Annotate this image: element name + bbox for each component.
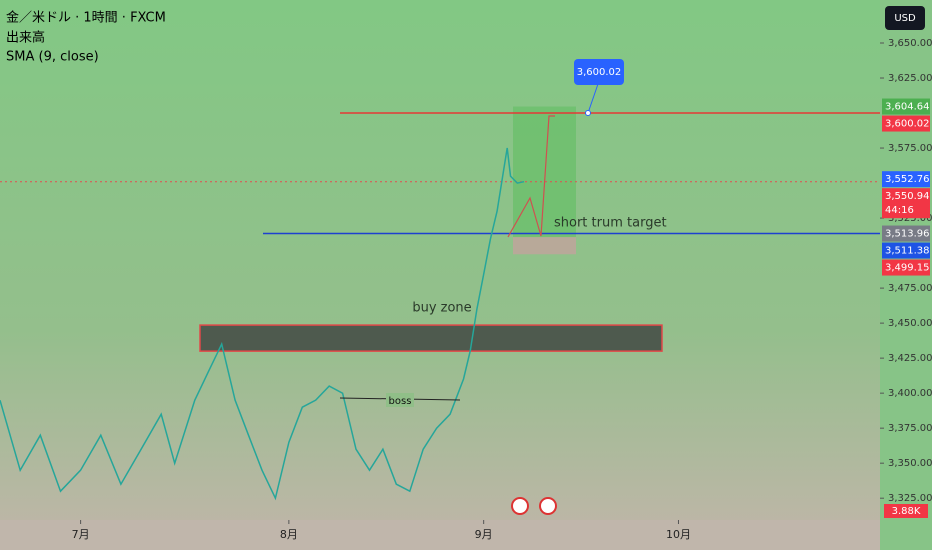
level-badge bbox=[882, 188, 930, 219]
y-tick-label: 3,625.00 bbox=[888, 73, 932, 84]
level-label: 3,550.94 bbox=[885, 191, 930, 202]
y-tick-label: 3,375.00 bbox=[888, 423, 932, 434]
level-badge bbox=[882, 171, 930, 188]
event-icon bbox=[511, 497, 529, 515]
level-label: 3,511.38 bbox=[885, 246, 930, 257]
boss-bg bbox=[386, 393, 414, 407]
level-badge bbox=[882, 225, 930, 242]
x-tick-label: 7月 bbox=[72, 528, 90, 541]
level-label: 3,513.96 bbox=[885, 229, 930, 240]
price-line bbox=[0, 147, 525, 501]
buy-zone-box bbox=[199, 324, 663, 352]
level-badge bbox=[882, 98, 930, 115]
event-icon bbox=[539, 497, 557, 515]
volume-label: 3.88K bbox=[892, 506, 921, 517]
x-tick-label: 8月 bbox=[280, 528, 298, 541]
annotation: short trum target bbox=[554, 216, 667, 231]
y-tick-label: 3,325.00 bbox=[888, 493, 932, 504]
callout-box bbox=[574, 59, 624, 85]
header-sma: SMA (9, close) bbox=[6, 50, 99, 65]
time-axis bbox=[0, 520, 880, 550]
y-tick-label: 3,350.00 bbox=[888, 458, 932, 469]
y-tick-label: 3,525.00 bbox=[888, 213, 932, 224]
currency-button[interactable] bbox=[885, 6, 925, 30]
header-symbol: 金／米ドル · 1時間 · FXCM bbox=[6, 10, 166, 26]
y-tick-label: 3,450.00 bbox=[888, 318, 932, 329]
level-label: 3,604.64 bbox=[885, 102, 930, 113]
y-tick-label: 3,425.00 bbox=[888, 353, 932, 364]
callout-point bbox=[585, 110, 591, 117]
y-tick-label: 3,575.00 bbox=[888, 143, 932, 154]
x-tick-label: 10月 bbox=[666, 528, 691, 541]
y-tick-label: 3,400.00 bbox=[888, 388, 932, 399]
header-volume: 出来高 bbox=[6, 30, 45, 46]
x-tick-label: 9月 bbox=[475, 528, 493, 541]
level-label: 3,600.02 bbox=[885, 119, 930, 130]
callout-label: 3,600.02 bbox=[577, 67, 622, 78]
annotation: buy zone bbox=[412, 301, 471, 316]
level-badge bbox=[882, 259, 930, 276]
stop-box bbox=[513, 237, 576, 255]
level-label: 3,499.15 bbox=[885, 263, 930, 274]
level-badge bbox=[882, 115, 930, 132]
y-tick-label: 3,475.00 bbox=[888, 283, 932, 294]
projection-path bbox=[507, 115, 555, 238]
level-badge bbox=[882, 242, 930, 259]
annotation: boss bbox=[389, 396, 412, 407]
currency[interactable]: USD bbox=[894, 13, 916, 24]
countdown: 44:16 bbox=[885, 205, 914, 216]
target-box bbox=[513, 106, 576, 238]
callout-line bbox=[587, 83, 599, 114]
volume-badge bbox=[884, 504, 928, 518]
y-tick-label: 3,650.00 bbox=[888, 38, 932, 49]
level-label: 3,552.76 bbox=[885, 174, 930, 185]
